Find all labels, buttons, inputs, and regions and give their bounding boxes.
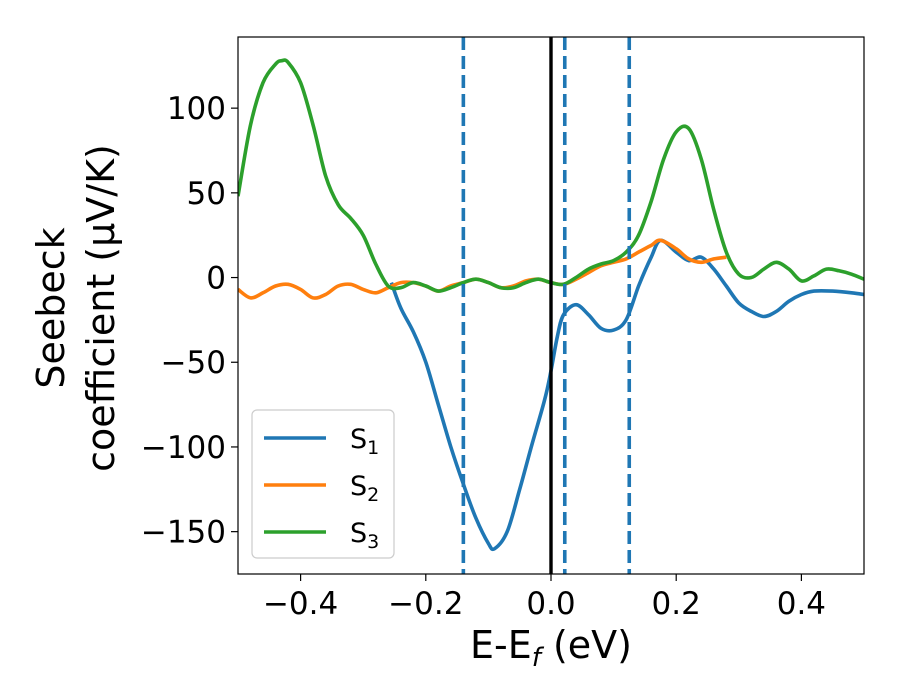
x-tick-label: 0.4 xyxy=(777,586,826,622)
series-1-line xyxy=(389,238,864,552)
x-tick-label: −0.4 xyxy=(263,586,338,622)
y-axis: −150 −100 −50 0 50 100 xyxy=(141,91,238,551)
y-tick-label: 50 xyxy=(187,176,226,212)
y-tick-label: 0 xyxy=(206,261,226,297)
legend-label-2: S2 xyxy=(350,471,379,506)
legend: S1 S2 S3 xyxy=(251,409,395,559)
x-axis-label: E-Ef (eV) xyxy=(470,623,632,673)
x-axis: −0.4 −0.2 0.0 0.2 0.4 xyxy=(263,574,826,622)
x-tick-label: −0.2 xyxy=(388,586,463,622)
y-axis-label-line2: coefficient (μV/K) xyxy=(79,144,123,472)
legend-label-1: S1 xyxy=(350,424,379,459)
plot-area xyxy=(238,37,864,574)
y-axis-label: Seebeck coefficient (μV/K) xyxy=(29,144,123,472)
x-tick-label: 0.0 xyxy=(526,586,575,622)
y-tick-label: 100 xyxy=(167,91,226,127)
y-axis-label-line1: Seebeck xyxy=(29,227,73,388)
legend-label-3: S3 xyxy=(350,518,379,553)
y-tick-label: −150 xyxy=(141,515,226,551)
y-tick-label: −100 xyxy=(141,430,226,466)
y-tick-label: −50 xyxy=(161,345,226,381)
series-3-line xyxy=(238,58,864,293)
plot-frame xyxy=(237,36,865,575)
x-tick-label: 0.2 xyxy=(652,586,701,622)
